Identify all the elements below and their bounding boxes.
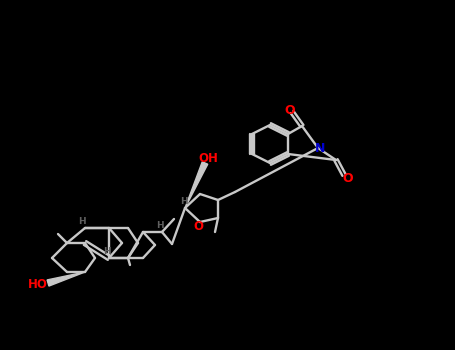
Text: HO: HO (28, 279, 48, 292)
Text: O: O (343, 173, 354, 186)
Text: O: O (193, 219, 203, 232)
Polygon shape (47, 272, 85, 286)
Text: O: O (285, 104, 295, 117)
Text: OH: OH (198, 152, 218, 164)
Text: H: H (156, 222, 164, 231)
Text: H: H (103, 247, 111, 257)
Text: N: N (315, 141, 325, 154)
Text: H: H (180, 197, 188, 206)
Polygon shape (185, 162, 208, 208)
Text: H: H (78, 217, 86, 226)
